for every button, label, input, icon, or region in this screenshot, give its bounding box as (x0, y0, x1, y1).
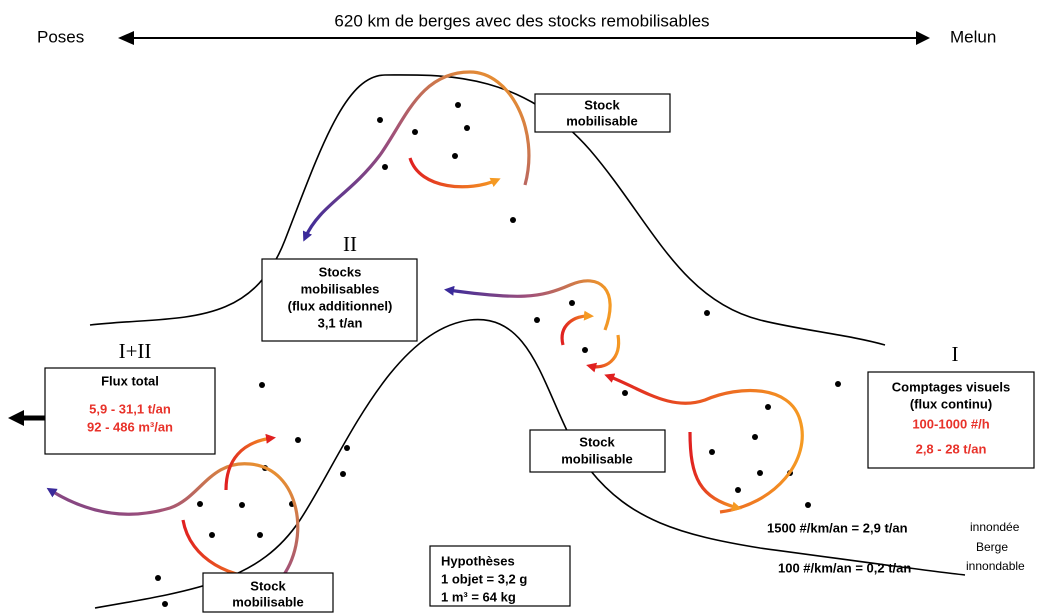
box-line: (flux additionnel) (288, 298, 393, 313)
zone-box (261, 258, 418, 342)
zone-label: I (952, 342, 959, 366)
box-line: Stocks (319, 264, 362, 279)
floodable-bank (94, 318, 966, 609)
stock-label: Stock (250, 578, 286, 593)
zone-label: I+II (119, 339, 152, 363)
swirl-arrow (586, 334, 621, 373)
box-line: mobilisables (301, 281, 380, 296)
bank-label: innondable (966, 559, 1025, 573)
swirl-arrow (444, 279, 612, 331)
swirl-arrow (688, 431, 742, 512)
swirl-arrow (181, 519, 276, 584)
box-line: 5,9 - 31,1 t/an (89, 401, 171, 416)
swirl-arrow (224, 433, 276, 491)
hypothesis: 1 objet = 3,2 g (441, 571, 527, 586)
swirl-arrow (408, 157, 501, 189)
stock-label: mobilisable (561, 451, 633, 466)
zone-box (44, 367, 216, 455)
right-label: Melun (950, 27, 996, 46)
box-line: Comptages visuels (892, 379, 1011, 394)
stock-box (534, 93, 671, 133)
arrow-head (8, 410, 24, 426)
bank-label: Berge (976, 540, 1008, 554)
dots (155, 102, 841, 607)
title: 620 km de berges avec des stocks remobil… (334, 11, 709, 30)
stock-box (202, 572, 334, 613)
box-line: 100-1000 #/h (912, 416, 989, 431)
arrow-head (118, 31, 134, 45)
swirl-arrow (560, 310, 594, 346)
hypotheses-box (429, 545, 571, 607)
box-line: (flux continu) (910, 396, 992, 411)
flooded-bank (89, 74, 886, 346)
box-line: Flux total (101, 373, 159, 388)
bank-rate: 100 #/km/an = 0,2 t/an (778, 560, 911, 575)
bank-label: innondée (970, 520, 1020, 534)
zone-label: II (343, 232, 357, 256)
hypothesis: 1 m³ = 64 kg (441, 589, 516, 604)
zone-box (867, 371, 1035, 469)
swirl-arrow (302, 70, 531, 242)
box-line: 2,8 - 28 t/an (916, 441, 987, 456)
stock-label: Stock (584, 97, 620, 112)
box-line: 92 - 486 m³/an (87, 419, 173, 434)
stock-box (529, 429, 666, 473)
hypothesis: Hypothèses (441, 553, 515, 568)
swirl-arrow (604, 373, 804, 514)
stock-label: mobilisable (566, 113, 638, 128)
stock-label: Stock (579, 434, 615, 449)
stock-label: mobilisable (232, 594, 304, 609)
bank-rate: 1500 #/km/an = 2,9 t/an (767, 520, 908, 535)
box-line: 3,1 t/an (318, 315, 363, 330)
left-label: Poses (37, 27, 84, 46)
swirl-arrow (46, 462, 300, 581)
